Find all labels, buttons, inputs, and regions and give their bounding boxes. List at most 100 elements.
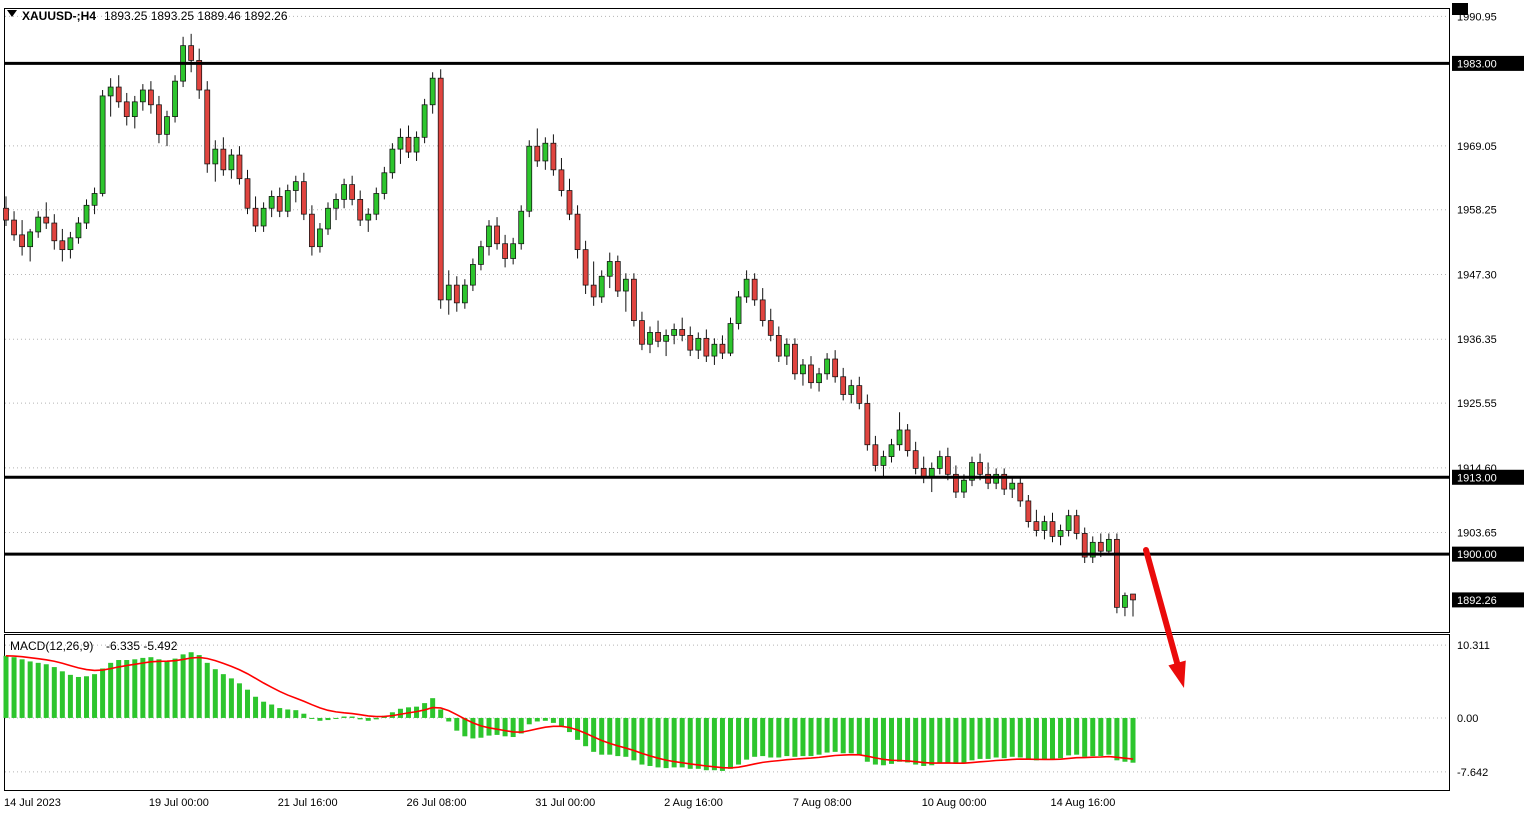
macd-histogram-bar [993,717,999,758]
candle [212,140,219,182]
candle [196,48,203,99]
candle [1041,515,1048,540]
candle-body-up [1105,538,1112,552]
macd-histogram-bar [277,708,283,718]
price-tick-label: 1947.30 [1457,269,1497,281]
price-badge [1452,469,1524,485]
candle-body-up [961,479,967,493]
candle-body-up [333,199,339,209]
candle [566,178,573,221]
candle [502,234,508,268]
macd-histogram-bar [929,717,935,766]
candle [1001,468,1008,496]
macd-histogram-bar [985,717,991,759]
candle [1009,477,1016,498]
macd-histogram-bar [148,657,154,718]
macd-histogram-bar [510,717,516,738]
candle-body-up [936,456,943,469]
candle [872,435,879,472]
macd-histogram-bar [832,717,838,752]
candle [904,424,911,457]
candle-body-down [767,320,774,336]
candle [1073,509,1080,540]
main-chart-panel[interactable] [4,8,1450,633]
candle-body-down [1049,521,1056,537]
arrow-head[interactable] [1168,660,1186,688]
candle-body-up [107,86,114,97]
macd-histogram-bar [518,717,524,734]
candle [99,90,106,197]
candle-body-up [91,193,98,206]
macd-histogram-bar [43,664,49,718]
candle-body-down [679,329,686,336]
candle [848,379,855,404]
candle-body-up [888,444,895,457]
candle-body-down [775,334,782,357]
candle-body-up [429,77,436,106]
candle-body-up [735,296,742,324]
candle [1089,536,1096,564]
candle [606,252,613,289]
candle-body-down [1081,533,1088,558]
price-badge [1452,55,1524,71]
candle [518,205,525,250]
candle-body-down [453,284,460,304]
candle [735,291,742,330]
candle [1122,592,1128,617]
candle [139,84,146,111]
candle [172,75,178,123]
candle-body-up [268,196,275,209]
candle [3,196,9,226]
candle [204,81,211,173]
candle-body-down [856,385,863,404]
candle [510,237,517,265]
candle-body-down [614,261,621,292]
candle [486,220,492,256]
macd-histogram-bar [607,717,613,755]
macd-histogram-bar [3,655,9,718]
candle-body-up [848,385,855,395]
candle [1033,509,1040,537]
macd-histogram-bar [792,717,798,757]
candle-body-up [212,148,219,165]
candle-body-up [518,210,525,245]
candle-body-down [655,332,661,342]
candle-body-up [461,284,468,304]
candle-body-up [711,343,718,357]
axis-top-marker [1452,3,1468,15]
candle-body-up [727,323,734,354]
candle-body-down [904,429,911,452]
arrow-shaft[interactable] [1143,547,1182,670]
date-tick-label: 2 Aug 16:00 [664,797,723,809]
macd-histogram-bar [776,717,782,758]
chart-title-ohlc: 1893.25 1893.25 1889.46 1892.26 [104,9,288,23]
macd-histogram-bar [1130,717,1136,763]
candle [389,143,396,179]
macd-histogram-bar [1082,717,1088,757]
macd-histogram-bar [703,717,709,771]
candle [228,149,235,179]
candle-body-down [502,243,508,259]
macd-histogram-bar [848,717,854,754]
macd-histogram-bar [132,659,138,718]
trend-arrow[interactable] [1143,547,1186,688]
horizontal-level-lines[interactable] [5,61,1449,556]
macd-histogram-bar [687,717,693,769]
candle [864,394,871,451]
chart-title-symbol: XAUUSD-;H4 [22,9,96,23]
macd-histogram-bar [285,709,291,718]
candle [824,353,830,380]
macd-histogram-bar [373,717,379,720]
candle [896,412,903,451]
macd-histogram-bar [1033,717,1039,761]
candle-body-up [800,364,806,375]
candle-body-up [1122,595,1128,608]
macd-histogram-bar [164,660,170,718]
macd-histogram-bar [245,689,250,718]
candle-body-down [977,462,983,475]
candle [775,326,782,362]
macd-histogram-bar [679,717,685,768]
candle [284,184,291,218]
candle-body-down [590,284,597,298]
